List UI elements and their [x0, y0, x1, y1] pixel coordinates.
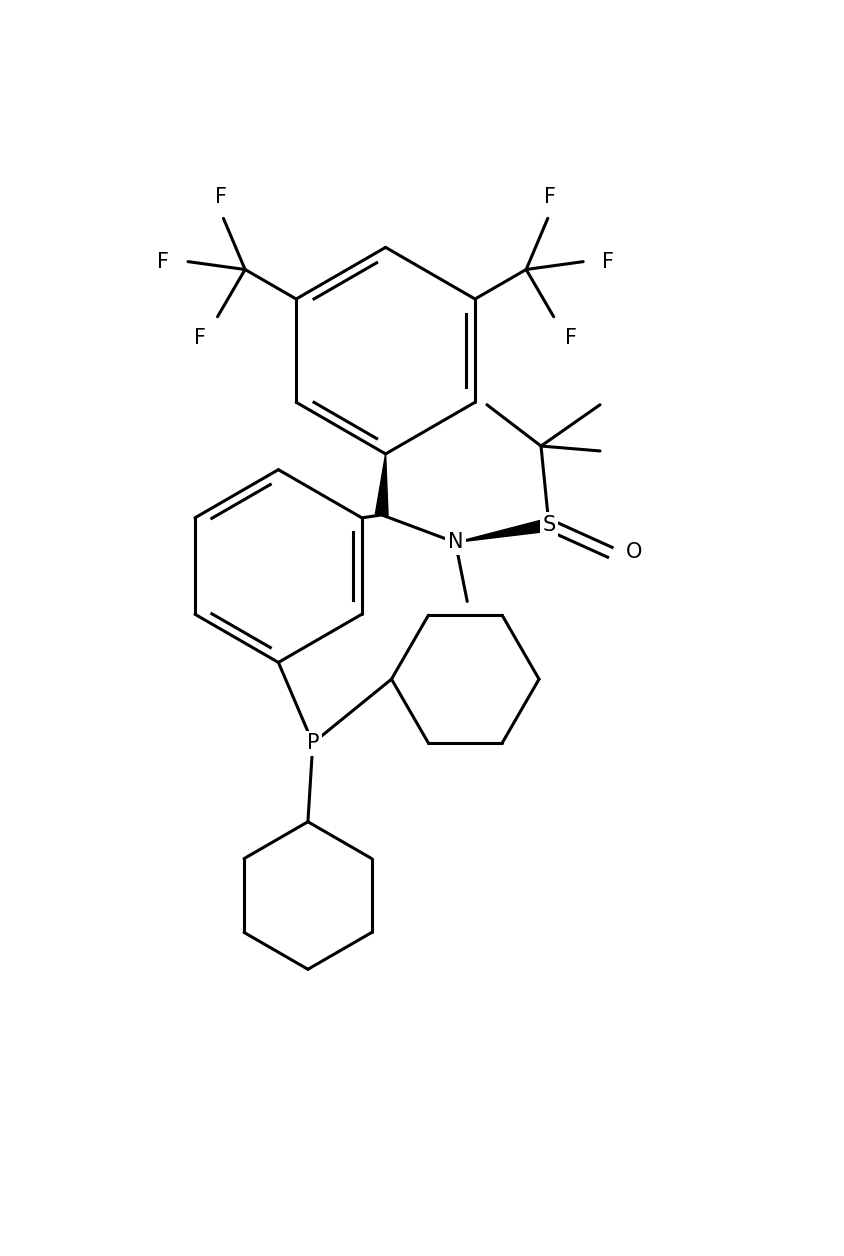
Text: F: F: [215, 187, 228, 207]
Polygon shape: [456, 519, 550, 543]
Text: F: F: [158, 251, 170, 271]
Text: N: N: [447, 533, 463, 553]
Text: P: P: [306, 734, 319, 754]
Text: O: O: [626, 543, 642, 563]
Text: F: F: [544, 187, 555, 207]
Text: F: F: [565, 328, 577, 348]
Text: S: S: [542, 515, 555, 535]
Text: F: F: [602, 251, 614, 271]
Polygon shape: [376, 453, 388, 515]
Text: F: F: [194, 328, 206, 348]
